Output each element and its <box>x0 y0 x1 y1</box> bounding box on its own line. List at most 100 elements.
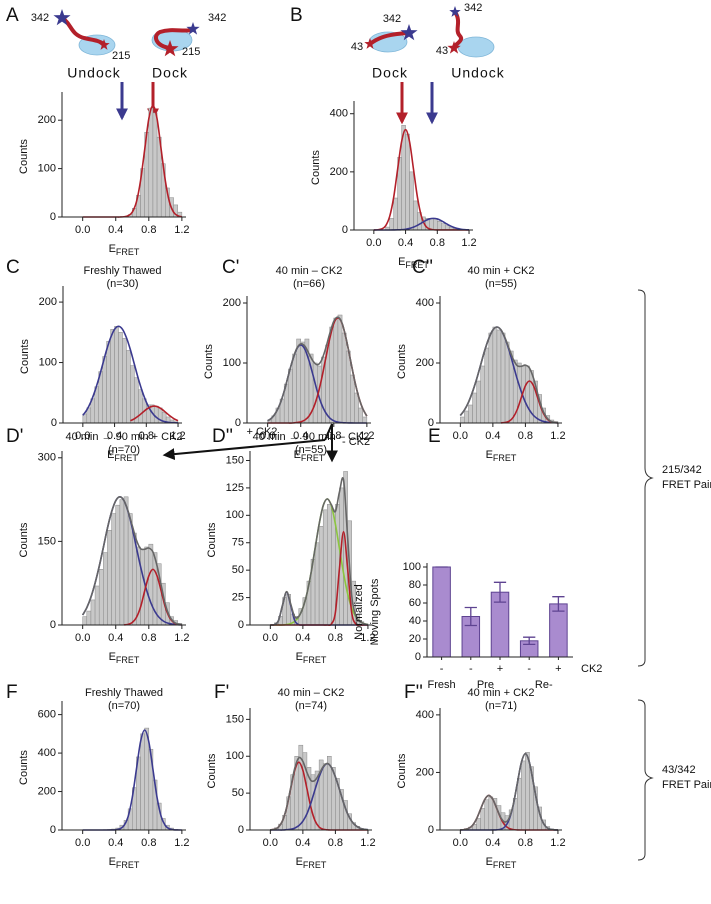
histogram-bar <box>476 818 481 831</box>
histogram-bar <box>314 542 320 626</box>
x-axis-label-main: E <box>109 856 116 868</box>
x-tick-label: 0.0 <box>263 837 278 849</box>
histogram-bar <box>500 332 506 424</box>
panel-subtitle: (n=30) <box>106 278 138 290</box>
category-label: - <box>527 663 531 675</box>
histogram-bar <box>472 392 477 424</box>
x-tick-label: 0.0 <box>75 632 90 644</box>
error-bar <box>552 596 565 612</box>
histogram-bar <box>345 350 351 424</box>
axes <box>61 701 186 831</box>
histogram-bar <box>312 362 318 424</box>
histogram-bar <box>122 338 127 424</box>
x-axis-label-main: E <box>109 243 116 255</box>
x-axis-label: EFRET <box>398 256 429 270</box>
axes <box>439 296 562 424</box>
fit-curve <box>267 316 368 422</box>
y-tick-label: 0 <box>428 417 434 429</box>
y-axis-label: Counts <box>18 750 30 785</box>
panel-title: Freshly Thawed <box>83 265 161 277</box>
x-axis-label-main: E <box>296 651 303 663</box>
histogram-bar <box>114 326 119 424</box>
group-label: Pre <box>477 679 494 691</box>
x-tick-label: 0.0 <box>263 632 278 644</box>
x-axis-label: EFRET <box>486 449 517 463</box>
x-axis-label: EFRET <box>294 449 325 463</box>
histogram-bar <box>322 763 328 831</box>
y-tick-label: 400 <box>416 297 434 309</box>
y-tick-label: 0 <box>50 824 56 836</box>
histogram-bar <box>488 332 494 424</box>
x-axis-label: EFRET <box>107 449 138 463</box>
histogram-bar <box>110 329 115 424</box>
x-axis-label-main: E <box>109 651 116 663</box>
histogram-bar <box>148 107 154 218</box>
histogram-bar <box>525 365 530 424</box>
histogram-bar <box>106 341 111 424</box>
panel-subtitle: (n=71) <box>485 700 517 712</box>
panel-letter: D'' <box>212 426 233 447</box>
y-tick-label: 100 <box>403 561 421 573</box>
x-tick-label: 1.2 <box>359 430 374 442</box>
state-label: Dock <box>152 65 188 81</box>
y-axis-label: Moving Spots <box>369 578 381 645</box>
y-tick-label: 200 <box>38 785 56 797</box>
histogram-bar <box>350 374 355 424</box>
histogram-bar <box>492 326 498 424</box>
brackets: 215/342 FRET Pair 43/342 FRET Pair <box>637 289 711 861</box>
histogram-bar <box>107 529 112 626</box>
x-axis-label: EFRET <box>296 856 327 870</box>
y-tick-label: 100 <box>223 357 241 369</box>
x-tick-label: 0.8 <box>141 224 156 236</box>
panel-9: F' 40 min – CK2(n=74) 0 50 100 150 Counts 0.0 0.… <box>206 682 376 870</box>
fit-curve <box>460 752 558 831</box>
histogram-bar <box>405 133 410 231</box>
histogram-bar <box>488 796 494 831</box>
diagram-undock-a: 342 215 Undock <box>31 9 130 81</box>
histogram-bar <box>437 221 442 231</box>
x-tick-label: 1.2 <box>550 430 565 442</box>
histogram-bar <box>140 549 145 626</box>
histogram-bar <box>292 353 297 424</box>
panel-title: 40 min – CK2 <box>276 265 343 277</box>
panel-letter: E <box>428 426 441 447</box>
y-tick-label: 20 <box>409 633 421 645</box>
state-label: Dock <box>372 65 408 81</box>
histogram-bar <box>409 171 414 231</box>
y-tick-label: 0 <box>238 824 244 836</box>
x-tick-label: 0.4 <box>108 837 123 849</box>
panel-5: D' 40 min → 90 min + CK2(n=70) 0 150 300 Coun… <box>6 426 190 665</box>
y-tick-label: 25 <box>232 591 244 603</box>
category-label: - <box>440 663 444 675</box>
panel-subtitle: (n=55) <box>485 278 517 290</box>
histogram-bar <box>341 332 347 424</box>
x-axis-label-main: E <box>486 856 493 868</box>
panel-letter: F <box>6 682 18 703</box>
panel-letter: F' <box>214 682 229 703</box>
bar <box>432 566 451 658</box>
histogram-bar <box>464 410 469 424</box>
x-tick-label: 1.2 <box>461 237 476 249</box>
histogram-bar <box>127 513 133 626</box>
y-tick-label: 150 <box>38 535 56 547</box>
x-tick-label: 0.4 <box>295 837 310 849</box>
y-tick-label: 0 <box>50 619 56 631</box>
fit-curve <box>81 496 182 626</box>
histogram-bar <box>111 513 116 626</box>
panel-3: C' 40 min – CK2(n=66) 0 100 200 Counts 0.0 0.4 0… <box>203 257 375 463</box>
fit-curve <box>459 326 559 424</box>
histogram-bar <box>484 799 490 831</box>
panel-letter: F'' <box>404 682 423 703</box>
bracket-label: 43/342 <box>662 764 696 776</box>
y-tick-label: 200 <box>39 296 57 308</box>
x-tick-label: 0.4 <box>485 430 500 442</box>
y-tick-label: 200 <box>416 357 434 369</box>
histogram-bar <box>318 526 324 626</box>
x-tick-label: 0.4 <box>398 237 413 249</box>
y-axis-label: Counts <box>310 150 322 185</box>
x-tick-label: 1.2 <box>550 837 565 849</box>
histogram-bar <box>102 356 107 424</box>
histogram-bar <box>300 341 306 424</box>
panel-1: B 0 200 400 Counts 0.0 0.4 0.8 1.2 EFRET <box>290 5 477 270</box>
